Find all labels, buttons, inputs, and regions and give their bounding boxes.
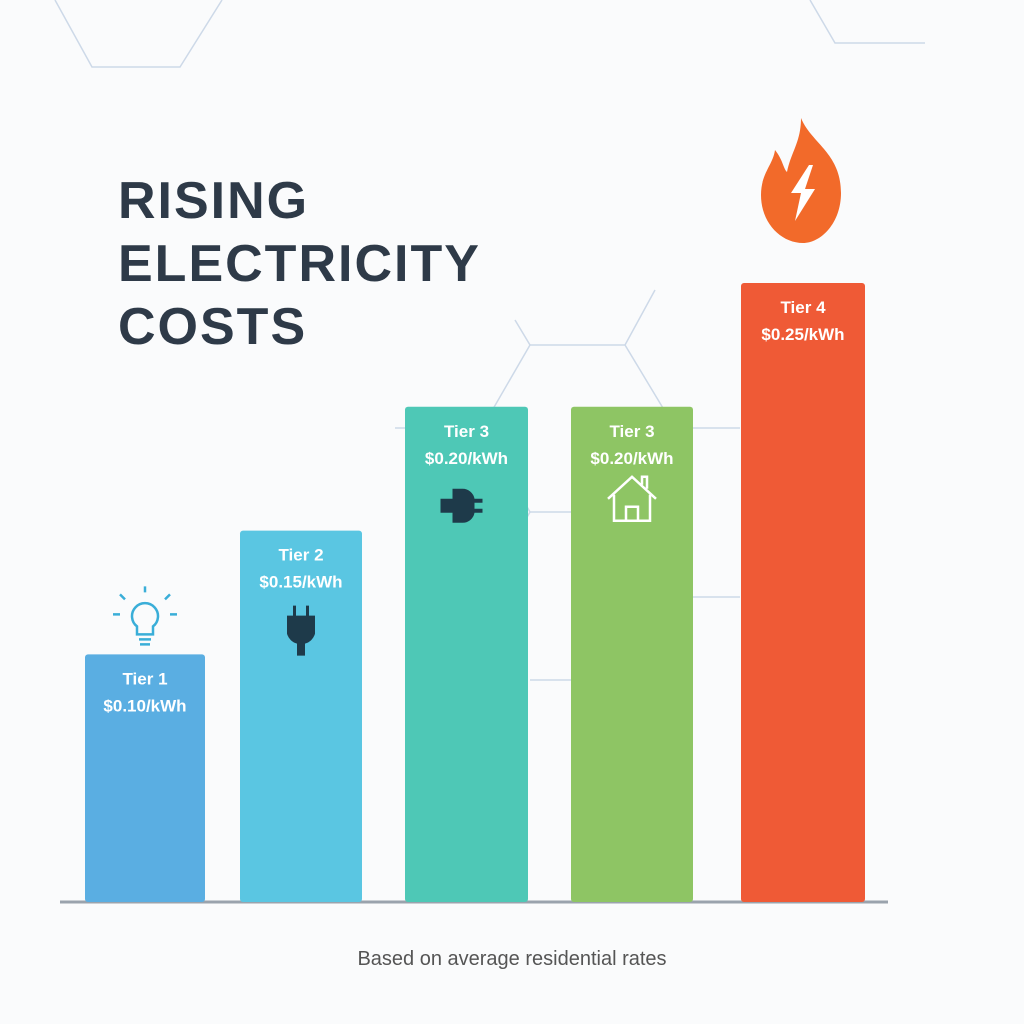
- bar: [741, 283, 865, 902]
- bulb-icon: [113, 586, 177, 646]
- bar: [405, 406, 528, 902]
- bulb-shape: [130, 601, 160, 646]
- bar-value-label: $0.20/kWh: [590, 449, 673, 468]
- footnote: Based on average residential rates: [357, 948, 666, 970]
- plug-icon: [440, 488, 483, 523]
- bar: [240, 530, 362, 902]
- bar: [571, 406, 693, 902]
- bar-category-label: Tier 3: [609, 422, 654, 441]
- bar-category-label: Tier 1: [122, 669, 167, 688]
- plug-icon: [287, 605, 315, 656]
- bulb-rays: [113, 586, 177, 616]
- bar-category-label: Tier 3: [444, 422, 489, 441]
- bar-value-label: $0.15/kWh: [259, 573, 342, 592]
- chart-title: RISING ELECTRICITY COSTS: [118, 172, 480, 356]
- bar-value-label: $0.20/kWh: [425, 449, 508, 468]
- bar-category-label: Tier 2: [278, 546, 323, 565]
- bar-value-label: $0.25/kWh: [761, 325, 844, 344]
- bar-category-label: Tier 4: [780, 298, 826, 317]
- bar: [85, 654, 205, 902]
- bolt-icon: [791, 165, 815, 221]
- bar-value-label: $0.10/kWh: [103, 696, 186, 715]
- house-icon: [607, 475, 657, 523]
